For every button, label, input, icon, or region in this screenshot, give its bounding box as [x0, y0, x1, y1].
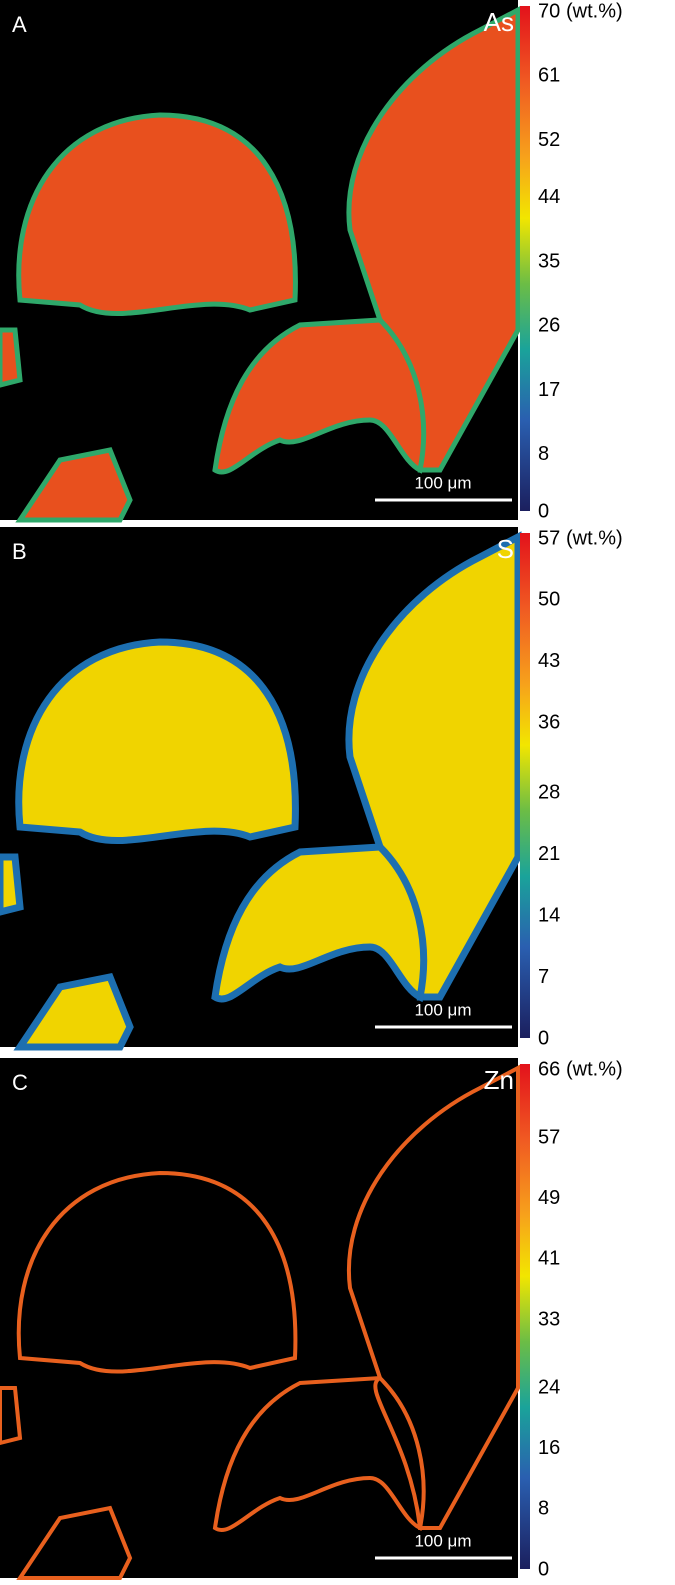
colorbar-tick-label: 70 [538, 0, 560, 22]
scale-bar-label: 100 μm [414, 1000, 471, 1019]
colorbar-tick-label: 33 [538, 1308, 560, 1330]
panel: B S 100 μm 57 50 43 36 28 21 14 7 0 (wt.%) [0, 527, 623, 1049]
panel-label: B [12, 539, 27, 564]
colorbar-unit: (wt.%) [566, 527, 623, 549]
map-image [0, 1058, 518, 1578]
colorbar-tick-label: 8 [538, 1498, 549, 1520]
colorbar-tick-label: 16 [538, 1437, 560, 1459]
colorbar-tick-label: 28 [538, 782, 560, 804]
colorbar-tick-label: 0 [538, 1558, 549, 1580]
element-label: S [497, 534, 514, 564]
colorbar-tick-label: 49 [538, 1187, 560, 1209]
scale-bar-label: 100 μm [414, 1531, 471, 1550]
panel: A As 100 μm 70 61 52 44 35 26 17 8 0 (wt.%) [0, 0, 623, 522]
colorbar-tick-label: 66 [538, 1058, 560, 1080]
element-label: As [484, 7, 514, 37]
colorbar-tick-label: 21 [538, 843, 560, 865]
colorbar-tick-label: 0 [538, 500, 549, 522]
colorbar-tick-label: 26 [538, 315, 560, 337]
colorbar-unit: (wt.%) [566, 0, 623, 22]
colorbar-tick-label: 7 [538, 966, 549, 988]
panel-label: C [12, 1070, 28, 1095]
colorbar-tick-label: 35 [538, 250, 560, 272]
colorbar-tick-label: 57 [538, 527, 560, 549]
colorbar-tick-label: 24 [538, 1376, 560, 1398]
colorbar-tick-label: 44 [538, 186, 560, 208]
panel-label: A [12, 12, 27, 37]
colorbar-tick-label: 36 [538, 711, 560, 733]
colorbar-tick-label: 0 [538, 1027, 549, 1049]
colorbar-tick-label: 14 [538, 904, 560, 926]
colorbar-tick-label: 52 [538, 129, 560, 151]
colorbar [520, 533, 530, 1038]
colorbar-tick-label: 17 [538, 379, 560, 401]
colorbar-tick-label: 41 [538, 1248, 560, 1270]
colorbar [520, 1064, 530, 1569]
colorbar [520, 6, 530, 511]
colorbar-tick-label: 50 [538, 589, 560, 611]
colorbar-tick-label: 43 [538, 650, 560, 672]
colorbar-tick-label: 61 [538, 65, 560, 87]
colorbar-tick-label: 8 [538, 443, 549, 465]
colorbar-unit: (wt.%) [566, 1058, 623, 1080]
element-label: Zn [484, 1065, 514, 1095]
panel: C Zn 100 μm 66 57 49 41 33 24 16 8 0 (wt.%) [0, 1058, 623, 1580]
colorbar-tick-label: 57 [538, 1126, 560, 1148]
scale-bar-label: 100 μm [414, 473, 471, 492]
